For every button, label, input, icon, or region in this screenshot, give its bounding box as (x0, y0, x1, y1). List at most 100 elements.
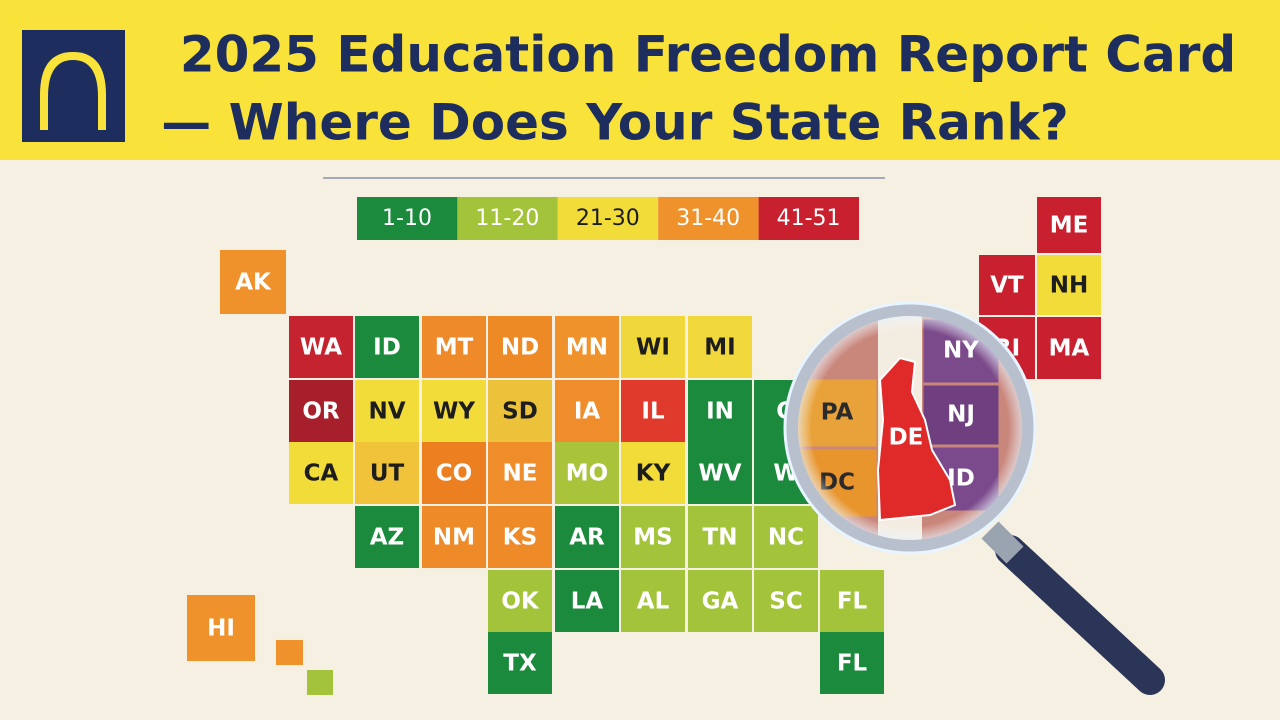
state-tile (621, 380, 685, 442)
state-label: CA (304, 461, 339, 487)
state-label: AZ (370, 525, 404, 551)
state-label: NE (503, 461, 538, 487)
state-tile (422, 442, 486, 504)
state-tile (555, 506, 619, 568)
state-label: VT (990, 273, 1024, 299)
state-tile (688, 380, 752, 442)
lens-highlight (783, 301, 1037, 555)
state-tile (1037, 197, 1101, 253)
state-tile (422, 316, 486, 378)
title-line: — Where Does Your State Rank? (161, 94, 1069, 152)
state-label: FL (837, 651, 868, 677)
state-label: CO (436, 461, 472, 487)
state-label: MT (435, 335, 474, 361)
header-band (0, 0, 1280, 160)
state-label: FL (837, 589, 868, 615)
lens-glare (794, 312, 1026, 544)
state-label: SC (769, 589, 802, 615)
state-tile (488, 632, 552, 694)
state-tile (289, 380, 353, 442)
legend-label: 31-40 (676, 206, 740, 231)
state-tile (355, 506, 419, 568)
state-tile (820, 570, 884, 632)
state-label: NC (768, 525, 804, 551)
state-tile (621, 442, 685, 504)
state-tile (422, 506, 486, 568)
state-tile (688, 570, 752, 632)
state-label: AL (637, 589, 670, 615)
state-tile (688, 506, 752, 568)
state-tile (355, 380, 419, 442)
state-tile (488, 380, 552, 442)
small-island (307, 670, 333, 695)
legend: 1-10 11-20 21-30 31-40 41-51 (357, 197, 859, 240)
state-label: LA (571, 589, 604, 615)
state-label: UT (370, 461, 405, 487)
state-label: WA (300, 335, 342, 361)
state-label: KY (636, 461, 671, 487)
legend-label: 11-20 (475, 206, 539, 231)
state-tile (555, 316, 619, 378)
small-island (276, 640, 303, 665)
state-label: SD (502, 399, 538, 425)
state-tile (220, 250, 286, 314)
state-label: GA (702, 589, 739, 615)
state-tile (488, 316, 552, 378)
state-tile (1037, 317, 1101, 379)
state-label: ID (373, 335, 401, 361)
state-tile (1037, 255, 1101, 315)
legend-swatch (658, 197, 759, 240)
state-label: AR (569, 525, 605, 551)
state-label: IL (641, 399, 665, 425)
state-tile (555, 380, 619, 442)
state-tile (555, 570, 619, 632)
state-tile (621, 570, 685, 632)
logo (22, 30, 125, 142)
state-label: MI (704, 335, 735, 361)
state-label: MO (566, 461, 608, 487)
state-tile (488, 570, 552, 632)
state-label: TN (703, 525, 738, 551)
state-label: NM (433, 525, 475, 551)
state-label: MN (566, 335, 608, 361)
legend-swatch (557, 197, 659, 240)
legend-label: 21-30 (576, 206, 640, 231)
state-tile (820, 632, 884, 694)
state-label: MS (633, 525, 672, 551)
state-tile (355, 442, 419, 504)
state-tile (754, 506, 818, 568)
state-tile (488, 506, 552, 568)
state-label: IA (574, 399, 601, 425)
state-tile (187, 595, 255, 661)
state-tile (422, 380, 486, 442)
state-tile (688, 442, 752, 504)
state-tile (555, 442, 619, 504)
state-tile (289, 316, 353, 378)
state-label: WY (433, 399, 475, 425)
state-label: MA (1049, 336, 1090, 362)
state-label: ME (1050, 213, 1089, 239)
state-tile (621, 316, 685, 378)
state-label: OR (302, 399, 340, 425)
state-tile (979, 255, 1035, 315)
state-label: AK (235, 270, 272, 296)
state-label: NV (368, 399, 405, 425)
state-tile (488, 442, 552, 504)
state-label: WI (636, 335, 670, 361)
state-label: NH (1050, 273, 1089, 299)
legend-swatch (357, 197, 458, 240)
state-tile (355, 316, 419, 378)
state-label: WV (698, 461, 741, 487)
magnifier-handle (995, 535, 1165, 695)
state-label: TX (503, 651, 537, 677)
legend-label: 41-51 (777, 206, 841, 231)
state-tile (289, 442, 353, 504)
magnifier: PADCNYNJIDDE (783, 301, 1165, 695)
state-tile (688, 316, 752, 378)
state-label: HI (207, 616, 235, 642)
state-label: IN (706, 399, 734, 425)
title-line: 2025 Education Freedom Report Card (180, 26, 1236, 84)
state-label: KS (503, 525, 537, 551)
